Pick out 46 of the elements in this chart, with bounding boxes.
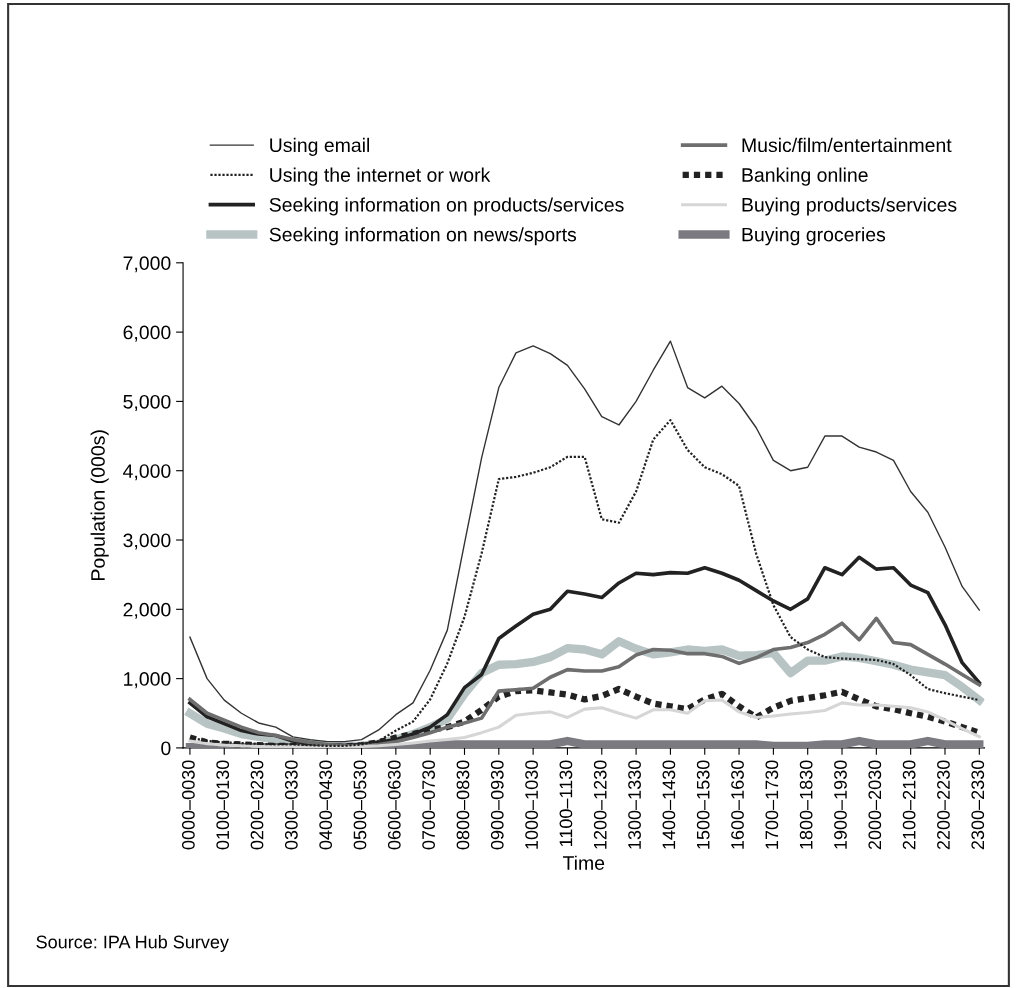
x-tick-label: 1800–1830: [799, 760, 813, 849]
legend-label: Buying groceries: [742, 227, 886, 246]
y-tick-label: 1,000: [124, 672, 171, 689]
y-tick-label: 0: [161, 741, 171, 756]
x-axis-title: Time: [562, 855, 605, 870]
x-tick-label: 1400–1430: [662, 760, 676, 849]
legend-label: Using the internet or work: [270, 167, 491, 186]
x-tick-label: 0200–0230: [250, 760, 264, 850]
x-tick-label: 0400–0430: [319, 760, 333, 850]
line-series: [188, 698, 981, 748]
x-tick-label: 2300–2330: [971, 760, 985, 850]
x-tick-label: 0100–0130: [216, 760, 230, 850]
x-tick-label: 1000–1030: [525, 760, 538, 849]
x-tick-label: 2200–2230: [937, 760, 950, 850]
x-tick-label: 0700–0730: [422, 760, 436, 850]
x-tick-label: 2100–2130: [902, 760, 916, 850]
x-tick-label: 1700–1730: [765, 760, 779, 849]
source-note: Source: IPA Hub Survey: [36, 935, 229, 952]
x-tick-label: 1300–1330: [628, 760, 641, 849]
legend-label: Seeking information on products/services: [269, 197, 624, 216]
x-tick-label: 0500–0530: [353, 760, 367, 850]
x-tick-label: 2000–2030: [868, 760, 882, 850]
y-tick-label: 7,000: [123, 256, 171, 273]
x-tick-label: 0900–0930: [490, 760, 504, 850]
x-tick-label: 0300–0330: [284, 760, 298, 850]
legend-label: Using email: [270, 137, 370, 156]
x-tick-label: 1600–1630: [731, 760, 744, 849]
y-tick-label: 3,000: [123, 533, 171, 550]
legend-label: Buying products/services: [742, 197, 957, 216]
x-tick-label: 1500–1530: [696, 760, 710, 849]
y-tick-label: 6,000: [123, 325, 171, 342]
line-series: [188, 616, 982, 748]
x-tick-label: 0800–0830: [456, 760, 470, 850]
line-series: [189, 340, 981, 743]
legend-label: Music/film/entertainment: [742, 137, 952, 153]
x-tick-label: 1100–1130: [559, 760, 573, 847]
legend-label: Seeking information on news/sports: [269, 227, 577, 246]
x-tick-label: 0600–0630: [387, 760, 401, 850]
legend-label: Banking online: [742, 167, 868, 186]
x-tick-label: 1200–1230: [593, 760, 607, 849]
x-tick-label: 1900–1930: [834, 760, 847, 849]
y-axis-title: Population (000s): [90, 430, 109, 580]
x-tick-label: 0000–0030: [181, 760, 195, 850]
y-tick-label: 5,000: [123, 394, 171, 411]
y-tick-label: 4,000: [123, 464, 171, 481]
y-tick-label: 2,000: [123, 602, 171, 619]
